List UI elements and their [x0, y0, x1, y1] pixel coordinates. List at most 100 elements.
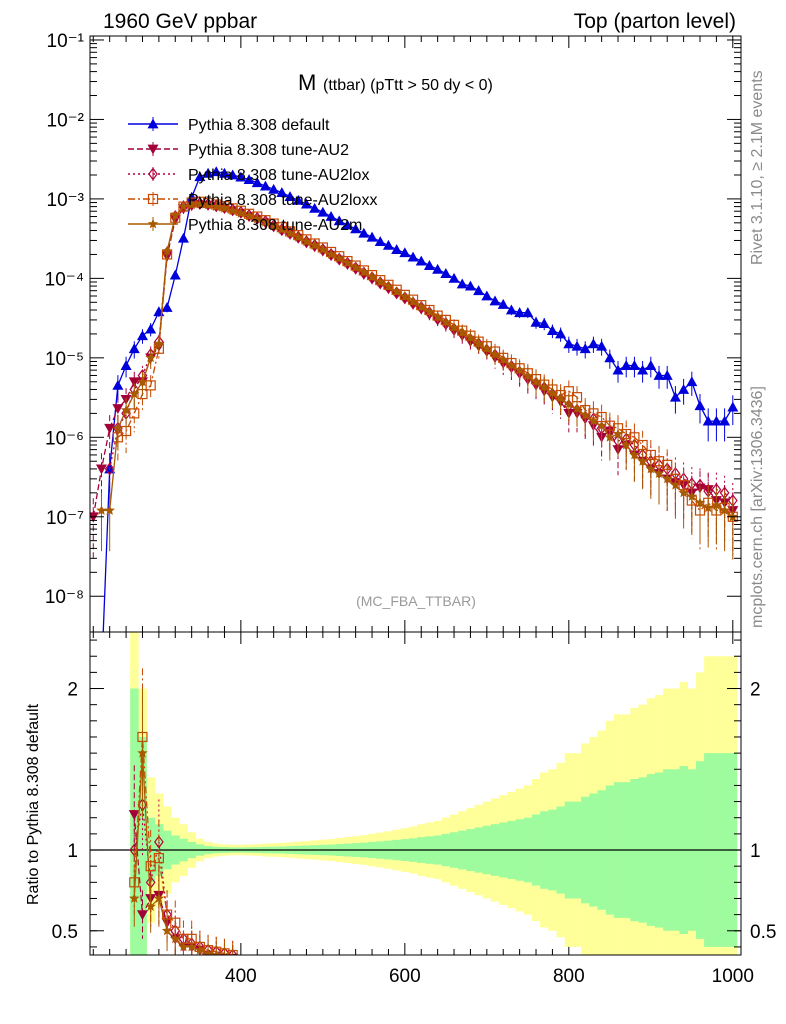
ratio-point: [170, 933, 181, 944]
data-point: [621, 439, 632, 450]
data-point: [416, 301, 427, 312]
ratio-point: [145, 861, 156, 872]
data-point: [95, 464, 107, 475]
data-point: [210, 166, 222, 177]
data-point: [620, 360, 632, 370]
header-right: Top (parton level): [574, 10, 736, 33]
data-point: [637, 364, 649, 375]
data-point: [260, 214, 271, 228]
data-point: [498, 354, 509, 365]
data-point: [448, 322, 460, 333]
header-left: 1960 GeV ppbar: [103, 10, 257, 33]
data-point: [145, 352, 156, 363]
data-point: [407, 251, 419, 262]
data-point: [375, 276, 386, 287]
data-point: [128, 343, 140, 354]
y-tick-label: 10⁻⁴: [45, 269, 84, 290]
data-point: [145, 323, 157, 334]
data-point: [465, 332, 476, 342]
data-point: [292, 194, 304, 205]
series-line: [92, 203, 734, 517]
data-point: [391, 286, 402, 297]
data-point: [350, 223, 362, 234]
ratio-point: [194, 944, 206, 955]
data-point: [128, 377, 140, 388]
data-point: [694, 400, 706, 411]
data-point: [571, 340, 583, 351]
data-point: [104, 462, 115, 476]
data-point: [170, 209, 181, 220]
data-point: [678, 383, 690, 394]
data-point: [218, 167, 230, 178]
data-point: [399, 291, 411, 301]
data-point: [276, 224, 288, 235]
data-point: [227, 205, 238, 216]
data-point: [645, 360, 657, 370]
data-point: [563, 338, 575, 349]
ratio-y-tick-label-right: 1: [750, 841, 761, 862]
data-point: [120, 404, 132, 415]
data-point: [612, 428, 624, 439]
data-point: [596, 340, 608, 351]
data-point: [432, 263, 444, 274]
data-point: [489, 295, 501, 306]
data-point: [137, 376, 148, 387]
data-point: [456, 278, 468, 289]
data-point: [358, 227, 370, 238]
legend: Pythia 8.308 default Pythia 8.308 tune-AU…: [128, 117, 377, 234]
x-tick-label: 800: [553, 966, 585, 987]
x-tick-label: 400: [225, 966, 257, 987]
ratio-y-tick-label-right: 2: [750, 680, 761, 701]
data-point: [579, 343, 591, 354]
data-point: [145, 380, 156, 391]
data-point: [202, 167, 214, 178]
data-point: [669, 391, 681, 402]
data-point: [244, 208, 254, 222]
series-line: [117, 201, 734, 518]
data-point: [341, 219, 353, 230]
ratio-point: [136, 910, 148, 921]
data-point: [219, 202, 230, 213]
data-point: [300, 198, 312, 209]
data-point: [506, 360, 517, 370]
data-point: [268, 220, 279, 231]
series-line: [101, 203, 734, 518]
data-point: [604, 431, 615, 442]
data-point: [448, 272, 460, 283]
data-point: [629, 449, 640, 460]
y-tick-label: 10⁻¹: [47, 31, 85, 52]
x-tick-label: 1000: [712, 966, 754, 987]
legend-label: Pythia 8.308 tune-AU2m: [188, 217, 362, 234]
data-point: [90, 512, 99, 523]
data-point: [596, 420, 607, 431]
ratio-point: [219, 951, 230, 955]
legend-label: Pythia 8.308 tune-AU2: [188, 142, 349, 159]
ratio-point: [178, 941, 189, 952]
data-point: [211, 201, 222, 212]
data-point: [457, 326, 468, 337]
data-point: [194, 171, 206, 182]
data-point: [399, 247, 411, 258]
legend-marker: [147, 218, 159, 229]
data-point: [719, 415, 731, 426]
data-point: [530, 316, 542, 327]
data-point: [203, 197, 213, 211]
data-point: [153, 338, 165, 349]
ratio-point: [227, 948, 238, 955]
data-point: [186, 191, 198, 202]
data-point: [686, 376, 698, 387]
data-point: [178, 201, 189, 212]
data-point: [473, 338, 484, 349]
data-point: [334, 253, 345, 263]
data-point: [481, 343, 493, 354]
data-point: [260, 216, 271, 227]
data-point: [719, 505, 730, 515]
data-point: [440, 268, 452, 278]
data-point: [547, 387, 558, 398]
data-point: [407, 296, 419, 307]
data-point: [702, 415, 714, 426]
data-point: [727, 511, 738, 522]
data-point: [588, 415, 599, 426]
data-point: [293, 231, 304, 242]
y-tick-label: 10⁻⁵: [45, 349, 84, 370]
